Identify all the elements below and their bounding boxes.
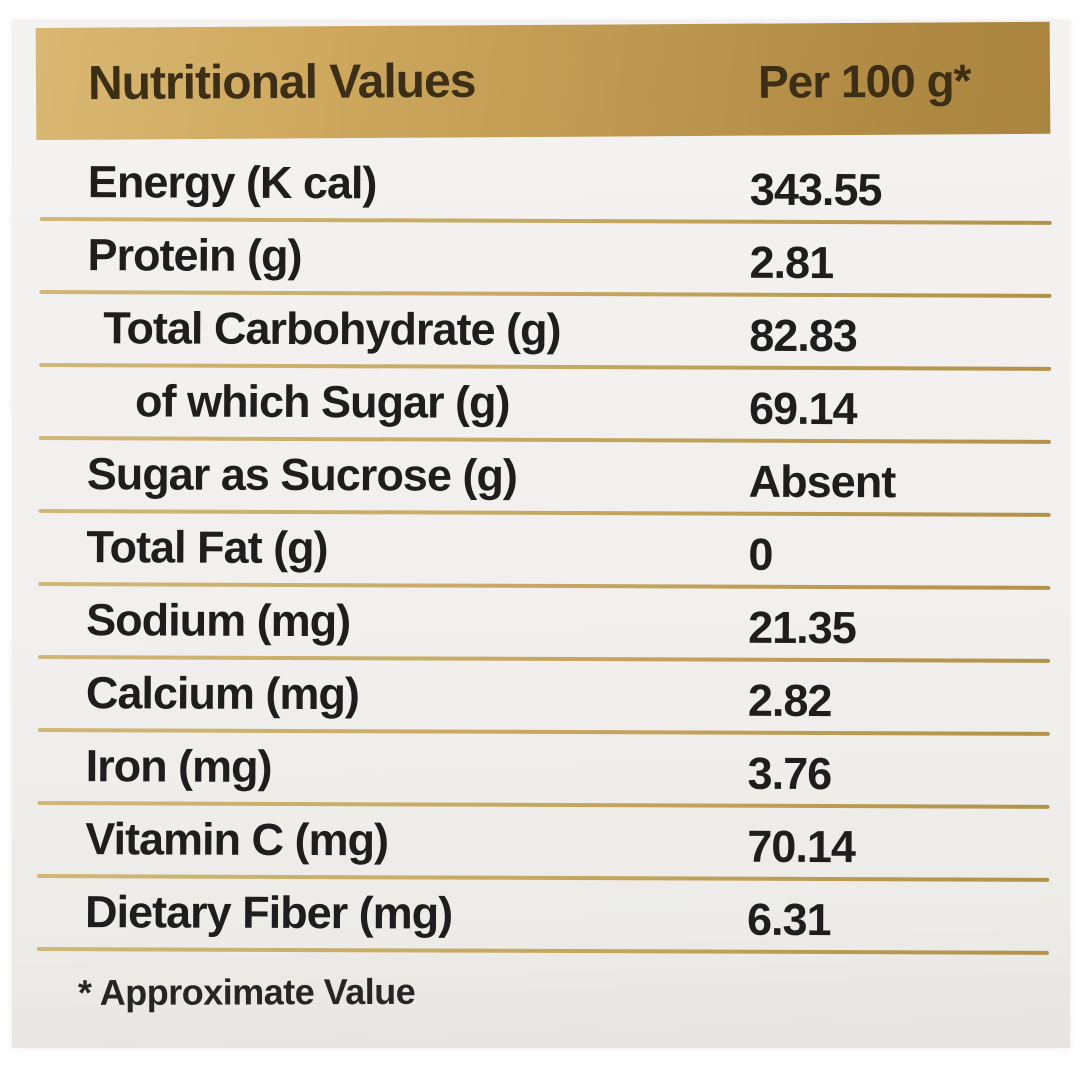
nutrient-name: Protein (g) (87, 228, 302, 281)
nutrient-name: of which Sugar (g) (134, 374, 510, 428)
nutrient-name: Sugar as Sucrose (g) (86, 447, 517, 501)
table-row-total-carbohydrate: Total Carbohydrate (g) 82.83 (39, 294, 1052, 371)
table-row-iron: Iron (mg) 3.76 (37, 732, 1050, 809)
nutrient-value: 0 (748, 529, 773, 581)
nutrient-name: Total Carbohydrate (g) (103, 301, 561, 355)
nutrient-value: 21.35 (748, 602, 856, 654)
table-row-total-fat: Total Fat (g) 0 (38, 513, 1051, 590)
nutrient-value: Absent (748, 456, 896, 508)
nutrient-name: Calcium (mg) (85, 666, 360, 719)
nutrient-value: 3.76 (747, 748, 832, 800)
nutrient-name: Sodium (mg) (86, 593, 351, 646)
nutrient-name: Dietary Fiber (mg) (84, 885, 453, 939)
nutrient-value: 69.14 (748, 383, 857, 435)
nutrient-value: 6.31 (746, 894, 831, 946)
table-row-calcium: Calcium (mg) 2.82 (37, 659, 1050, 736)
nutrient-value: 82.83 (749, 310, 858, 362)
nutrient-name: Iron (mg) (85, 739, 272, 792)
table-row-energy: Energy (K cal) 343.55 (39, 148, 1052, 225)
nutrition-header-bar: Nutritional Values Per 100 g* (35, 21, 1051, 140)
table-row-sodium: Sodium (mg) 21.35 (38, 586, 1051, 663)
nutrition-header-unit: Per 100 g* (757, 54, 971, 108)
nutrient-name: Vitamin C (mg) (85, 812, 389, 865)
nutrient-value: 343.55 (749, 164, 882, 216)
nutrient-name: Total Fat (g) (86, 520, 328, 573)
nutrient-value: 70.14 (747, 821, 856, 873)
table-row-dietary-fiber: Dietary Fiber (mg) 6.31 (36, 878, 1049, 955)
nutrient-value: 2.82 (747, 675, 832, 727)
approximate-value-footnote: * Approximate Value (77, 970, 416, 1013)
nutrition-header-title: Nutritional Values (87, 54, 476, 111)
table-row-sugar-as-sucrose: Sugar as Sucrose (g) Absent (38, 440, 1051, 517)
nutrient-value: 2.81 (749, 237, 834, 289)
gold-rule (36, 946, 1049, 955)
nutrition-label-sheet: Nutritional Values Per 100 g* Energy (K … (12, 20, 1070, 1048)
table-row-of-which-sugar: of which Sugar (g) 69.14 (38, 367, 1051, 444)
nutrient-name: Energy (K cal) (87, 155, 377, 208)
table-row-protein: Protein (g) 2.81 (39, 221, 1052, 298)
nutrition-table: Energy (K cal) 343.55 Protein (g) 2.81 T… (36, 148, 1052, 955)
table-row-vitamin-c: Vitamin C (mg) 70.14 (37, 805, 1050, 882)
